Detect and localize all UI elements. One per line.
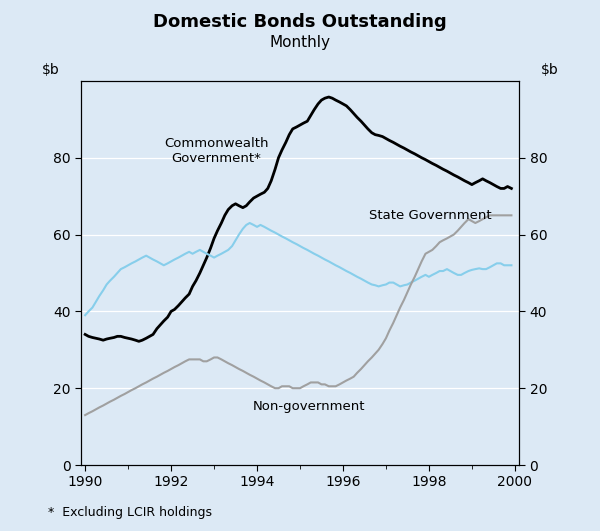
Text: *  Excluding LCIR holdings: * Excluding LCIR holdings [48,507,212,519]
Text: Domestic Bonds Outstanding: Domestic Bonds Outstanding [153,13,447,31]
Text: Monthly: Monthly [269,35,331,49]
Text: Non-government: Non-government [253,400,365,413]
Text: $b: $b [41,63,59,77]
Text: State Government: State Government [369,209,491,222]
Text: $b: $b [541,63,559,77]
Text: Commonwealth
Government*: Commonwealth Government* [164,138,268,165]
